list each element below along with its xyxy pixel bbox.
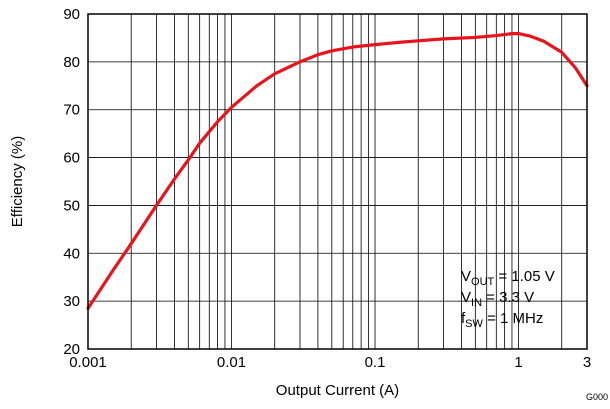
y-tick-label: 60: [63, 150, 80, 167]
y-tick-label: 70: [63, 102, 80, 119]
condition-annotation: fSW = 1 MHz: [461, 310, 543, 330]
x-tick-label: 0.1: [365, 354, 386, 371]
condition-annotation: VIN = 3.3 V: [461, 289, 534, 309]
y-tick-label: 80: [63, 54, 80, 71]
y-tick-label: 20: [63, 341, 80, 358]
x-tick-label: 1: [514, 354, 522, 371]
y-tick-label: 30: [63, 293, 80, 310]
figure-id: G000: [586, 392, 608, 402]
x-axis-label: Output Current (A): [276, 382, 399, 399]
y-tick-label: 50: [63, 197, 80, 214]
y-tick-label: 40: [63, 245, 80, 262]
x-tick-label: 3: [583, 354, 591, 371]
y-tick-label: 90: [63, 6, 80, 23]
y-axis-label: Efficiency (%): [9, 136, 26, 227]
x-tick-label: 0.01: [217, 354, 246, 371]
